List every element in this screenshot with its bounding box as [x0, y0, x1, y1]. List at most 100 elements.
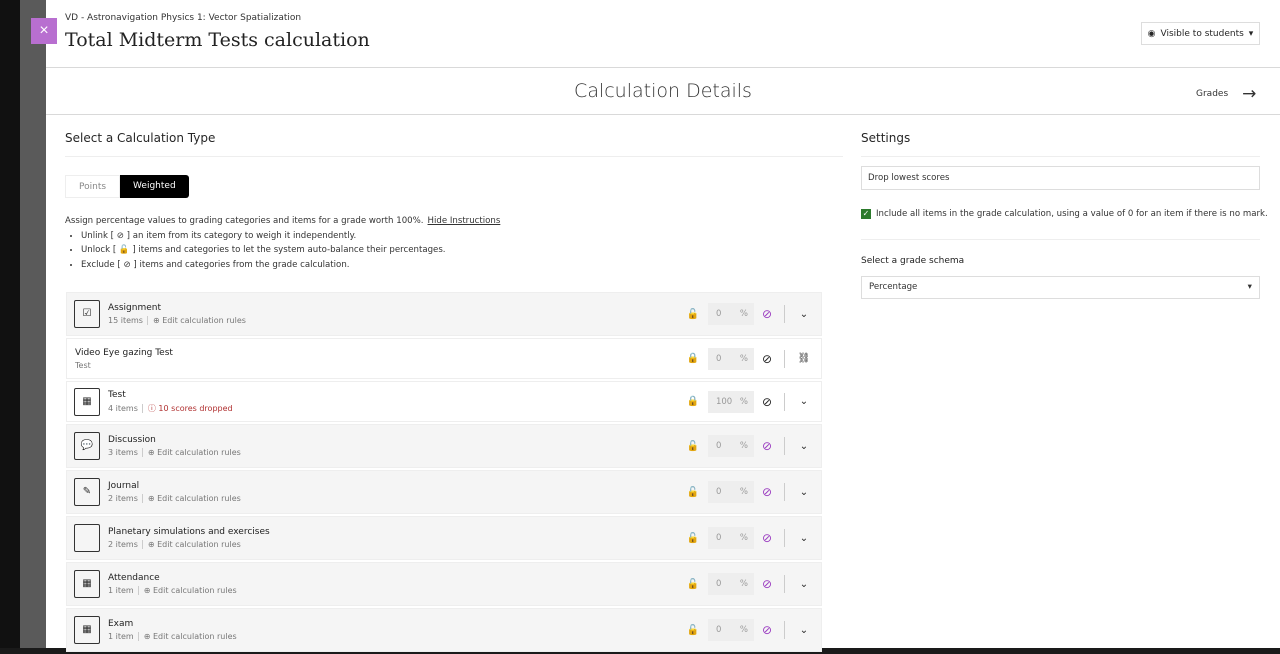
- weighted-option[interactable]: Weighted: [120, 175, 189, 198]
- row-name: Journal: [108, 481, 140, 491]
- hide-instructions-link[interactable]: Hide Instructions: [427, 216, 501, 226]
- breadcrumb: VD - Astronavigation Physics 1: Vector S…: [65, 13, 302, 23]
- attendance-icon: ▦: [74, 570, 100, 598]
- caret-down-icon: ▾: [1247, 282, 1252, 292]
- grade-row: 💬 Discussion 3 items ⊕ Edit calculation rul…: [66, 424, 822, 468]
- exclude-icon[interactable]: ⊘: [761, 439, 772, 453]
- weight-input[interactable]: 0%: [707, 527, 754, 549]
- grade-row: Video Eye gazing Test Test 🔒 0% ⊘ ⛓: [66, 338, 822, 379]
- percent-sign: %: [739, 579, 748, 589]
- row-name: Video Eye gazing Test: [75, 347, 173, 358]
- chevron-down-icon[interactable]: ⌄: [799, 440, 809, 452]
- section-title: Calculation Details: [574, 80, 752, 102]
- row-count: 15 items: [108, 316, 143, 325]
- weight-input[interactable]: 0%: [707, 303, 754, 325]
- weight-input[interactable]: 0%: [707, 481, 754, 503]
- weight-input[interactable]: 100%: [707, 390, 754, 413]
- weight-input[interactable]: 0%: [707, 347, 754, 370]
- unlock-icon[interactable]: 🔓: [686, 486, 700, 498]
- unlock-icon[interactable]: 🔓: [686, 440, 700, 452]
- chevron-down-icon[interactable]: ⌄: [799, 396, 809, 407]
- discussion-icon: 💬: [74, 432, 100, 460]
- drop-lowest-scores-input[interactable]: Drop lowest scores: [861, 166, 1260, 190]
- background-sidebar: [0, 0, 20, 648]
- row-name: Test: [108, 389, 126, 400]
- instruction-item: Unlink [ ⊘ ] an item from its category t…: [81, 229, 500, 244]
- percent-sign: %: [739, 353, 748, 364]
- weight-value: 100: [715, 396, 733, 407]
- weight-input[interactable]: 0%: [707, 619, 754, 641]
- unlock-icon[interactable]: 🔓: [686, 624, 700, 636]
- unlock-icon[interactable]: 🔓: [686, 578, 700, 590]
- include-all-checkbox-row[interactable]: ✓ Include all items in the grade calculat…: [861, 209, 1268, 219]
- percent-sign: %: [739, 487, 748, 497]
- edit-rules-label: Edit calculation rules: [157, 494, 241, 503]
- row-count: 4 items: [108, 403, 138, 413]
- grade-row: ☑ Assignment 15 items ⊕ Edit calculation ru…: [66, 292, 822, 336]
- grade-items-list: ☑ Assignment 15 items ⊕ Edit calculation ru…: [66, 292, 822, 654]
- divider: [784, 529, 785, 547]
- edit-calculation-rules-link[interactable]: ⊕ Edit calculation rules: [146, 316, 246, 325]
- divider: [861, 239, 1260, 240]
- lock-icon[interactable]: 🔒: [686, 353, 700, 364]
- edit-calculation-rules-link[interactable]: ⊕ Edit calculation rules: [141, 448, 241, 457]
- percent-sign: %: [739, 396, 748, 407]
- weight-value: 0: [715, 487, 722, 497]
- row-count: Test: [75, 360, 91, 370]
- lock-icon[interactable]: 🔒: [686, 396, 700, 407]
- row-count: 3 items: [108, 448, 138, 457]
- percent-sign: %: [739, 625, 748, 635]
- divider: [65, 156, 843, 157]
- page-title: Total Midterm Tests calculation: [65, 29, 370, 51]
- grade-schema-select[interactable]: Percentage ▾: [861, 276, 1260, 299]
- chevron-down-icon[interactable]: ⌄: [799, 486, 809, 498]
- weight-value: 0: [715, 309, 722, 319]
- weight-input[interactable]: 0%: [707, 435, 754, 457]
- exam-icon: ▦: [74, 616, 100, 644]
- chevron-down-icon[interactable]: ⌄: [799, 624, 809, 636]
- grade-row: ▦ Exam 1 item ⊕ Edit calculation rules 🔓 0% …: [66, 608, 822, 652]
- divider: [784, 392, 785, 411]
- link-icon[interactable]: ⛓: [797, 353, 811, 364]
- close-button[interactable]: ×: [31, 18, 57, 44]
- chevron-down-icon[interactable]: ⌄: [799, 308, 809, 320]
- divider: [784, 483, 785, 501]
- edit-rules-label: Edit calculation rules: [162, 316, 246, 325]
- calc-type-heading: Select a Calculation Type: [65, 131, 216, 145]
- edit-calculation-rules-link[interactable]: ⊕ Edit calculation rules: [137, 586, 237, 595]
- points-option[interactable]: Points: [65, 175, 121, 198]
- checkbox-checked-icon[interactable]: ✓: [861, 209, 871, 219]
- grade-schema-label: Select a grade schema: [861, 256, 965, 266]
- visibility-dropdown[interactable]: ◉ Visible to students ▾: [1141, 22, 1260, 45]
- grades-link[interactable]: Grades →: [1196, 84, 1256, 104]
- exclude-icon[interactable]: ⊘: [761, 531, 772, 545]
- chevron-down-icon[interactable]: ⌄: [799, 578, 809, 590]
- weight-value: 0: [715, 441, 722, 451]
- grade-schema-value: Percentage: [869, 282, 918, 292]
- calculation-panel: VD - Astronavigation Physics 1: Vector S…: [46, 0, 1280, 652]
- edit-calculation-rules-link[interactable]: ⊕ Edit calculation rules: [141, 494, 241, 503]
- exclude-icon[interactable]: ⊘: [761, 485, 772, 499]
- weight-value: 0: [715, 625, 722, 635]
- exclude-icon[interactable]: ⊘: [761, 623, 772, 637]
- weight-value: 0: [715, 353, 722, 364]
- exclude-icon[interactable]: ⊘: [761, 577, 772, 591]
- divider: [784, 349, 785, 368]
- chevron-down-icon[interactable]: ⌄: [799, 532, 809, 544]
- exclude-icon[interactable]: ⊘: [761, 307, 772, 321]
- unlock-icon[interactable]: 🔓: [686, 532, 700, 544]
- grades-label: Grades: [1196, 89, 1229, 99]
- exclude-icon[interactable]: ⊘: [761, 351, 772, 366]
- row-count: 2 items: [108, 494, 138, 503]
- exclude-icon[interactable]: ⊘: [761, 394, 772, 409]
- weight-input[interactable]: 0%: [707, 573, 754, 595]
- row-count: 2 items: [108, 540, 138, 549]
- edit-calculation-rules-link[interactable]: ⊕ Edit calculation rules: [137, 632, 237, 641]
- caret-down-icon: ▾: [1248, 28, 1254, 39]
- unlock-icon[interactable]: 🔓: [686, 308, 700, 320]
- document-icon: [74, 524, 100, 552]
- edit-calculation-rules-link[interactable]: ⊕ Edit calculation rules: [141, 540, 241, 549]
- row-name: Assignment: [108, 303, 161, 313]
- instruction-item: Unlock [ 🔓 ] items and categories to let…: [81, 243, 500, 258]
- divider: [46, 67, 1280, 68]
